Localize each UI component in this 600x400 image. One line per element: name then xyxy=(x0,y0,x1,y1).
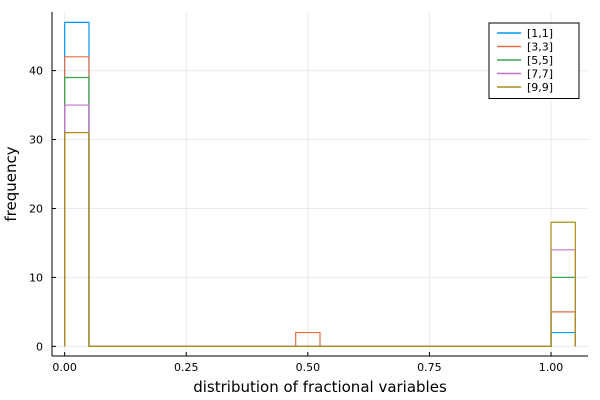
legend-label: [1,1] xyxy=(527,27,553,40)
x-tick-label: 0.75 xyxy=(417,361,442,374)
y-axis-title: frequency xyxy=(2,146,20,221)
legend: [1,1][3,3][5,5][7,7][9,9] xyxy=(488,22,580,99)
y-tick-label: 20 xyxy=(29,202,43,215)
x-axis-title: distribution of fractional variables xyxy=(193,378,447,396)
x-tick-label: 0.50 xyxy=(296,361,321,374)
series-layer xyxy=(64,21,576,347)
legend-label: [9,9] xyxy=(527,81,553,94)
x-tick-label: 0.00 xyxy=(52,361,77,374)
x-tick-label: 1.00 xyxy=(539,361,564,374)
legend-label: [7,7] xyxy=(527,68,553,81)
series-1-histogram xyxy=(64,56,576,347)
tick-labels: 0.00 0.25 0.50 0.75 1.00 0 10 20 30 40 xyxy=(29,65,563,374)
x-tick-label: 0.25 xyxy=(174,361,199,374)
series-4-histogram xyxy=(64,132,576,347)
legend-label: [5,5] xyxy=(527,54,553,67)
y-tick-label: 40 xyxy=(29,65,43,78)
series-3-histogram xyxy=(64,104,576,347)
legend-label: [3,3] xyxy=(527,41,553,54)
y-tick-label: 10 xyxy=(29,271,43,284)
y-tick-label: 0 xyxy=(36,340,43,353)
series-2-histogram xyxy=(64,76,576,347)
y-tick-label: 30 xyxy=(29,134,43,147)
axes-frame xyxy=(51,12,588,357)
